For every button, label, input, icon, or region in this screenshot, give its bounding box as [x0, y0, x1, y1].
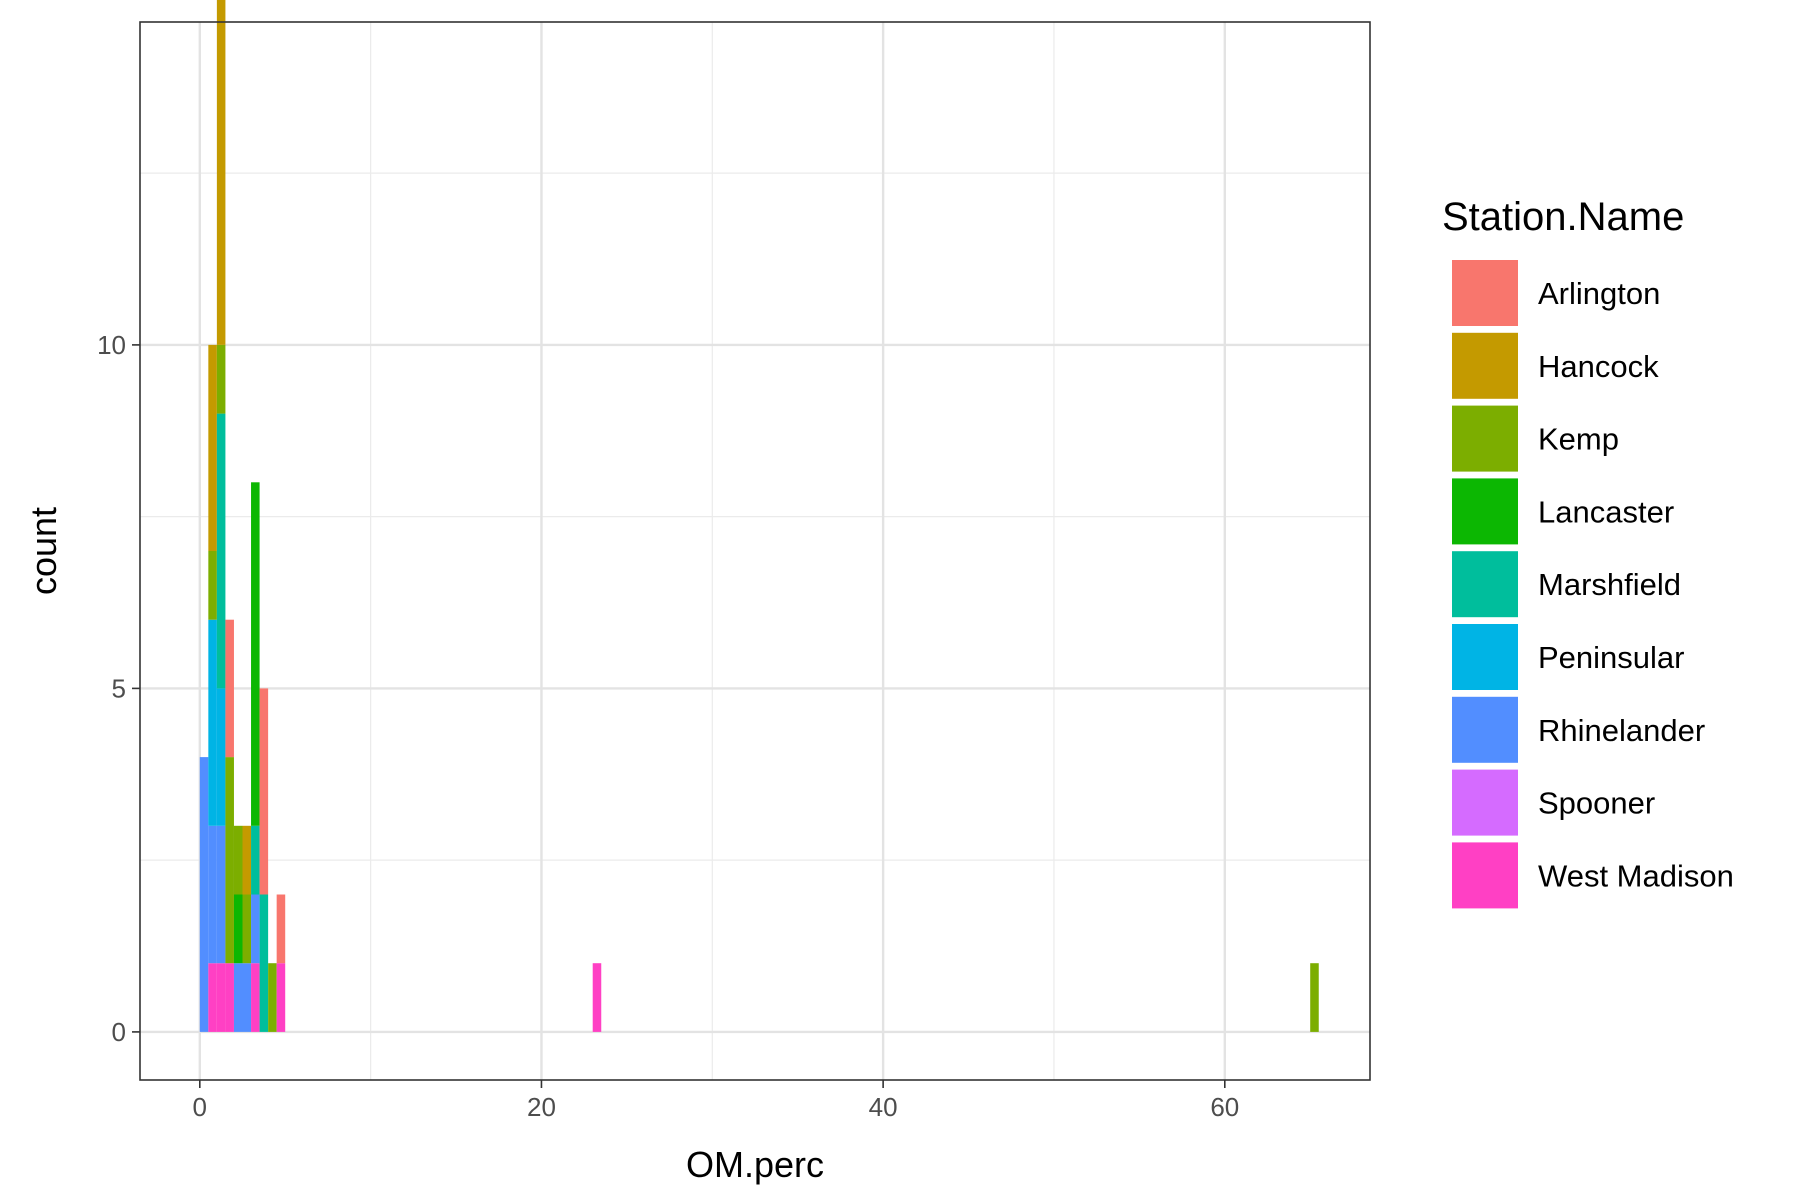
- legend-key-west-madison: [1452, 842, 1518, 909]
- bars: [199, 0, 1319, 1032]
- legend-label: Arlington: [1538, 276, 1660, 311]
- legend: Station.Name Arlington Hancock Kemp Lancast…: [1442, 195, 1734, 909]
- bar-arlington: [276, 894, 286, 964]
- x-tick-label: 0: [193, 1092, 207, 1122]
- legend-key-kemp: [1452, 405, 1518, 472]
- bar-kemp: [216, 344, 226, 414]
- legend-key-spooner: [1452, 769, 1518, 836]
- bar-rhinelander: [216, 825, 226, 964]
- legend-key-arlington: [1452, 260, 1518, 326]
- bar-hancock: [242, 825, 252, 895]
- bar-west-madison: [208, 963, 217, 1032]
- bar-lancaster: [233, 894, 243, 964]
- legend-label: Hancock: [1538, 349, 1659, 384]
- bar-west-madison: [251, 963, 260, 1032]
- legend-key-hancock: [1452, 332, 1518, 399]
- bar-peninsular: [216, 688, 226, 826]
- x-tick-label: 40: [869, 1092, 898, 1122]
- bar-arlington: [259, 688, 269, 895]
- legend-label: Kemp: [1538, 422, 1619, 457]
- legend-label: Marshfield: [1538, 567, 1681, 602]
- bar-rhinelander: [242, 963, 252, 1032]
- y-tick-label: 10: [97, 330, 126, 360]
- bar-arlington: [225, 619, 234, 758]
- y-tick-label: 5: [112, 673, 126, 703]
- x-tick-label: 20: [527, 1092, 556, 1122]
- bar-kemp: [1310, 963, 1319, 1032]
- bar-marshfield: [259, 894, 269, 1032]
- bar-rhinelander: [233, 963, 243, 1032]
- bar-hancock: [208, 344, 217, 551]
- bar-west-madison: [592, 963, 602, 1032]
- legend-key-peninsular: [1452, 624, 1518, 690]
- x-axis-title: OM.perc: [686, 1144, 824, 1185]
- bar-hancock: [216, 0, 226, 345]
- bar-marshfield: [251, 825, 260, 895]
- legend-label: Rhinelander: [1538, 713, 1705, 748]
- bar-kemp: [225, 757, 234, 964]
- bar-kemp: [268, 963, 277, 1032]
- legend-label: Lancaster: [1538, 494, 1674, 529]
- x-tick-label: 60: [1210, 1092, 1239, 1122]
- axes: 0 20 40 60 0 5 10: [97, 330, 1239, 1122]
- legend-key-marshfield: [1452, 551, 1518, 618]
- bar-kemp: [242, 894, 252, 964]
- bar-west-madison: [276, 963, 286, 1032]
- grid-lines: [140, 22, 1370, 1080]
- legend-label: Spooner: [1538, 786, 1655, 821]
- legend-label: Peninsular: [1538, 640, 1684, 675]
- bar-rhinelander: [199, 757, 209, 1032]
- bar-west-madison: [216, 963, 226, 1032]
- plot-panel-border: [139, 21, 1371, 1081]
- y-axis-title: count: [23, 507, 64, 595]
- bar-marshfield: [216, 413, 226, 689]
- y-tick-label: 0: [112, 1017, 126, 1047]
- plot-background: [140, 22, 1370, 1080]
- bar-lancaster: [251, 482, 260, 826]
- bar-rhinelander: [251, 894, 260, 964]
- legend-title: Station.Name: [1442, 195, 1684, 239]
- legend-key-lancaster: [1452, 478, 1518, 545]
- bar-kemp: [233, 825, 243, 895]
- legend-label: West Madison: [1538, 858, 1734, 893]
- bar-west-madison: [225, 963, 234, 1032]
- bar-kemp: [208, 551, 217, 620]
- bar-rhinelander: [208, 825, 217, 964]
- bar-peninsular: [208, 619, 217, 826]
- legend-key-rhinelander: [1452, 696, 1518, 763]
